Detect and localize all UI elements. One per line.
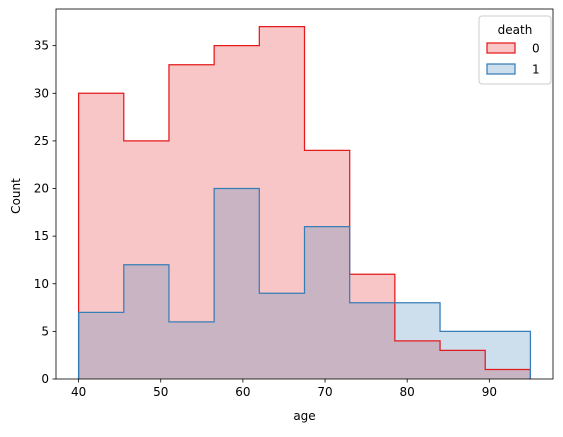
bar-1-9 (485, 331, 531, 379)
y-tick-label-25: 25 (34, 134, 49, 148)
bar-1-2 (168, 321, 215, 379)
bar-1-5 (304, 226, 350, 379)
series-0 (78, 26, 531, 380)
y-tick-label-30: 30 (34, 86, 49, 100)
bar-0-4 (259, 26, 305, 379)
axes-frame (55, 8, 554, 380)
legend-label-0: 0 (532, 42, 540, 56)
x-tick-label-70: 70 (317, 385, 332, 399)
y-tick-label-20: 20 (34, 182, 49, 196)
series-outline-0 (77, 25, 532, 379)
bar-1-0 (78, 312, 124, 379)
bar-0-7 (394, 340, 441, 379)
bar-0-8 (440, 350, 486, 379)
bar-0-1 (123, 140, 169, 379)
bar-1-1 (123, 264, 169, 379)
y-tick-label-35: 35 (34, 39, 49, 53)
bar-0-9 (485, 369, 531, 379)
legend-swatch-0 (486, 42, 516, 54)
x-tick-label-90: 90 (482, 385, 497, 399)
bar-0-6 (349, 274, 395, 379)
bar-1-6 (349, 302, 395, 379)
bar-0-3 (214, 45, 260, 380)
y-axis-label: Count (9, 178, 23, 214)
bar-0-0 (78, 93, 124, 380)
legend-label-1: 1 (532, 63, 540, 77)
y-tick-label-10: 10 (34, 277, 49, 291)
bar-1-3 (214, 188, 260, 379)
legend-swatch-1 (486, 63, 516, 75)
y-tick-label-0: 0 (41, 372, 49, 386)
series-outline-1 (77, 187, 532, 379)
bar-0-5 (304, 150, 350, 379)
x-tick-label-50: 50 (153, 385, 168, 399)
series-1 (78, 188, 531, 379)
y-tick-label-5: 5 (41, 324, 49, 338)
x-tick-label-60: 60 (235, 385, 250, 399)
bar-1-8 (440, 331, 486, 379)
x-axis-label: age (293, 409, 315, 423)
legend-title: death (498, 23, 533, 37)
bar-1-4 (259, 293, 305, 379)
legend: death 0 1 (478, 15, 552, 85)
y-tick-label-15: 15 (34, 229, 49, 243)
plot-area (77, 25, 532, 380)
x-tick-label-40: 40 (71, 385, 86, 399)
x-tick-label-80: 80 (400, 385, 415, 399)
bar-0-2 (168, 64, 215, 379)
